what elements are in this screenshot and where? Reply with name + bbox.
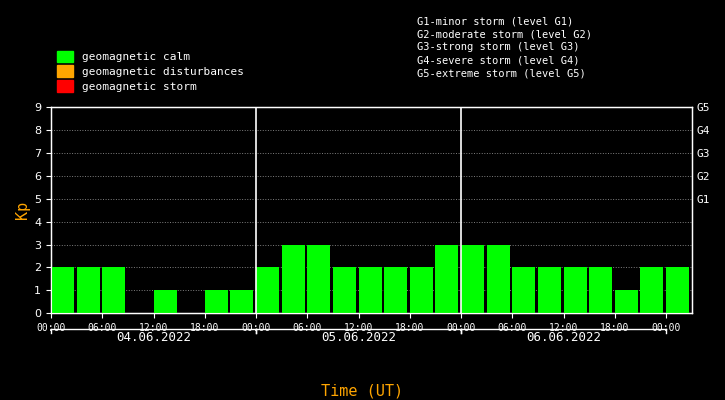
Bar [640, 268, 663, 313]
Bar [615, 290, 638, 313]
Bar [461, 244, 484, 313]
Bar [51, 268, 74, 313]
Text: 06.06.2022: 06.06.2022 [526, 331, 601, 344]
Text: 05.06.2022: 05.06.2022 [321, 331, 396, 344]
Bar [436, 244, 458, 313]
Bar [77, 268, 100, 313]
Bar [563, 268, 587, 313]
Bar [102, 268, 125, 313]
Bar [281, 244, 304, 313]
Bar [666, 268, 689, 313]
Y-axis label: Kp: Kp [15, 201, 30, 219]
Bar [538, 268, 561, 313]
Bar [384, 268, 407, 313]
Bar [204, 290, 228, 313]
Bar [256, 268, 279, 313]
Bar [333, 268, 356, 313]
Text: Time (UT): Time (UT) [321, 384, 404, 399]
Bar [154, 290, 177, 313]
Bar [589, 268, 612, 313]
Text: 04.06.2022: 04.06.2022 [116, 331, 191, 344]
Bar [359, 268, 381, 313]
Legend: geomagnetic calm, geomagnetic disturbances, geomagnetic storm: geomagnetic calm, geomagnetic disturbanc… [57, 51, 244, 92]
Bar [410, 268, 433, 313]
Text: G1-minor storm (level G1)
G2-moderate storm (level G2)
G3-strong storm (level G3: G1-minor storm (level G1) G2-moderate st… [417, 16, 592, 79]
Bar [307, 244, 331, 313]
Bar [231, 290, 254, 313]
Bar [513, 268, 535, 313]
Bar [486, 244, 510, 313]
